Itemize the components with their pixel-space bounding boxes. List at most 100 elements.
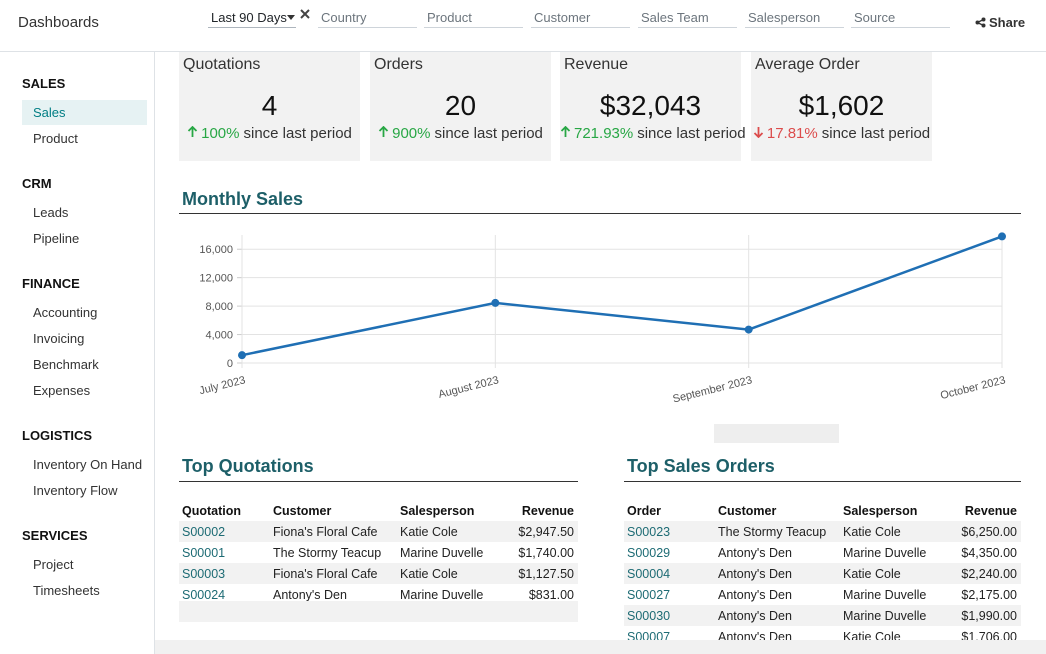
data-point[interactable] (238, 351, 246, 359)
sidebar-item[interactable]: Sales (22, 100, 147, 125)
sidebar-item[interactable]: Leads (22, 200, 147, 225)
kpi-change-note: since last period (434, 125, 542, 142)
column-header: Order (624, 500, 715, 521)
table-title: Top Quotations (182, 456, 314, 477)
table-cell: Antony's Den (715, 563, 840, 584)
table-row[interactable]: S00007Antony's DenKatie Cole$1,706.00 (624, 626, 1021, 640)
cell-text: $4,350.00 (961, 546, 1017, 560)
table-row[interactable]: S00023The Stormy TeacupKatie Cole$6,250.… (624, 521, 1021, 542)
record-link[interactable]: S00007 (627, 630, 670, 641)
column-header: Salesperson (840, 500, 931, 521)
table-row[interactable]: S00030Antony's DenMarine Duvelle$1,990.0… (624, 605, 1021, 626)
filter-input[interactable]: Sales Team (638, 8, 737, 28)
table-row[interactable]: S00029Antony's DenMarine Duvelle$4,350.0… (624, 542, 1021, 563)
column-header: Revenue (931, 500, 1021, 521)
table-cell: S00030 (624, 605, 715, 626)
sidebar-item[interactable]: Inventory Flow (22, 478, 147, 503)
data-point[interactable] (491, 299, 499, 307)
clear-filter[interactable] (300, 9, 310, 19)
dropdown-caret (287, 15, 295, 21)
data-point[interactable] (745, 326, 753, 334)
kpi-value: $1,602 (751, 90, 932, 122)
cell-text: Antony's Den (718, 567, 792, 581)
sidebar-item[interactable]: Inventory On Hand (22, 452, 147, 477)
record-link[interactable]: S00003 (182, 567, 225, 581)
table-cell: S00002 (179, 521, 270, 542)
sidebar-item[interactable]: Accounting (22, 300, 147, 325)
share-icon (975, 17, 986, 28)
kpi-change: 100%since last period (179, 125, 360, 142)
series-line (242, 236, 1002, 355)
kpi-card[interactable]: Quotations4100%since last period (179, 52, 360, 161)
date-filter[interactable]: Last 90 Days (208, 8, 296, 28)
cell-text: Marine Duvelle (400, 588, 483, 602)
table-row[interactable]: S00003Fiona's Floral CafeKatie Cole$1,12… (179, 563, 578, 584)
kpi-card[interactable]: Average Order$1,60217.81%since last peri… (751, 52, 932, 161)
table-cell: Antony's Den (715, 542, 840, 563)
table-cell: Marine Duvelle (397, 542, 488, 563)
record-link[interactable]: S00024 (182, 588, 225, 602)
trend-arrow-shape (189, 127, 197, 137)
share-icon-dot (982, 18, 986, 22)
table-cell: Antony's Den (715, 626, 840, 640)
sidebar-item[interactable]: Expenses (22, 378, 147, 403)
sidebar-item[interactable]: Invoicing (22, 326, 147, 351)
record-link[interactable]: S00023 (627, 525, 670, 539)
share-icon-dot (976, 21, 980, 25)
table-row[interactable]: S00001The Stormy TeacupMarine Duvelle$1,… (179, 542, 578, 563)
record-link[interactable]: S00002 (182, 525, 225, 539)
table-cell: Marine Duvelle (840, 605, 931, 626)
top-bar: Dashboards Last 90 Days Country Product Cust… (0, 0, 1046, 52)
kpi-change-note: since last period (243, 125, 351, 142)
kpi-change-note: since last period (637, 125, 745, 142)
table-cell: S00004 (624, 563, 715, 584)
share-label: Share (989, 15, 1025, 30)
sidebar-heading: CRM (22, 176, 52, 191)
table-cell: S00003 (179, 563, 270, 584)
filter-input[interactable]: Product (424, 8, 523, 28)
table-row[interactable]: S00027Antony's DenMarine Duvelle$2,175.0… (624, 584, 1021, 605)
cell-text: $2,947.50 (518, 525, 574, 539)
data-point[interactable] (998, 232, 1006, 240)
column-header: Revenue (488, 500, 578, 521)
record-link[interactable]: S00001 (182, 546, 225, 560)
filter-input[interactable]: Salesperson (745, 8, 844, 28)
x-tick-label: July 2023 (198, 374, 247, 397)
filter-input[interactable]: Source (851, 8, 950, 28)
kpi-change-value: 900% (392, 125, 430, 142)
app-title: Dashboards (18, 14, 99, 31)
filter-input[interactable]: Country (318, 8, 417, 28)
record-link[interactable]: S00004 (627, 567, 670, 581)
table-body: S00002Fiona's Floral CafeKatie Cole$2,94… (179, 521, 578, 605)
table-body: S00023The Stormy TeacupKatie Cole$6,250.… (624, 521, 1021, 640)
kpi-card[interactable]: Revenue$32,043721.93%since last period (560, 52, 741, 161)
cell-text: $2,240.00 (961, 567, 1017, 581)
sidebar-heading: SERVICES (22, 528, 88, 543)
table-row[interactable]: S00004Antony's DenKatie Cole$2,240.00 (624, 563, 1021, 584)
trend-arrow (187, 126, 198, 138)
kpi-value: 20 (370, 90, 551, 122)
sidebar-item[interactable]: Project (22, 552, 147, 577)
share-button[interactable]: Share (975, 15, 1025, 30)
kpi-label: Average Order (755, 56, 860, 74)
table-title: Top Sales Orders (627, 456, 775, 477)
main-content: Quotations4100%since last periodOrders20… (155, 52, 1046, 640)
cell-text: Antony's Den (718, 609, 792, 623)
table-cell: $4,350.00 (931, 542, 1021, 563)
kpi-card[interactable]: Orders20900%since last period (370, 52, 551, 161)
x-tick-label: September 2023 (672, 374, 754, 405)
sidebar-item[interactable]: Pipeline (22, 226, 147, 251)
sidebar-item[interactable]: Timesheets (22, 578, 147, 603)
record-link[interactable]: S00027 (627, 588, 670, 602)
sidebar-item[interactable]: Product (22, 126, 147, 151)
cell-text: $2,175.00 (961, 588, 1017, 602)
filter-input[interactable]: Customer (531, 8, 630, 28)
record-link[interactable]: S00030 (627, 609, 670, 623)
kpi-change-value: 100% (201, 125, 239, 142)
sidebar-item[interactable]: Benchmark (22, 352, 147, 377)
table-cell: Katie Cole (840, 626, 931, 640)
record-link[interactable]: S00029 (627, 546, 670, 560)
column-header: Quotation (179, 500, 270, 521)
table-cell: S00001 (179, 542, 270, 563)
table-row[interactable]: S00002Fiona's Floral CafeKatie Cole$2,94… (179, 521, 578, 542)
